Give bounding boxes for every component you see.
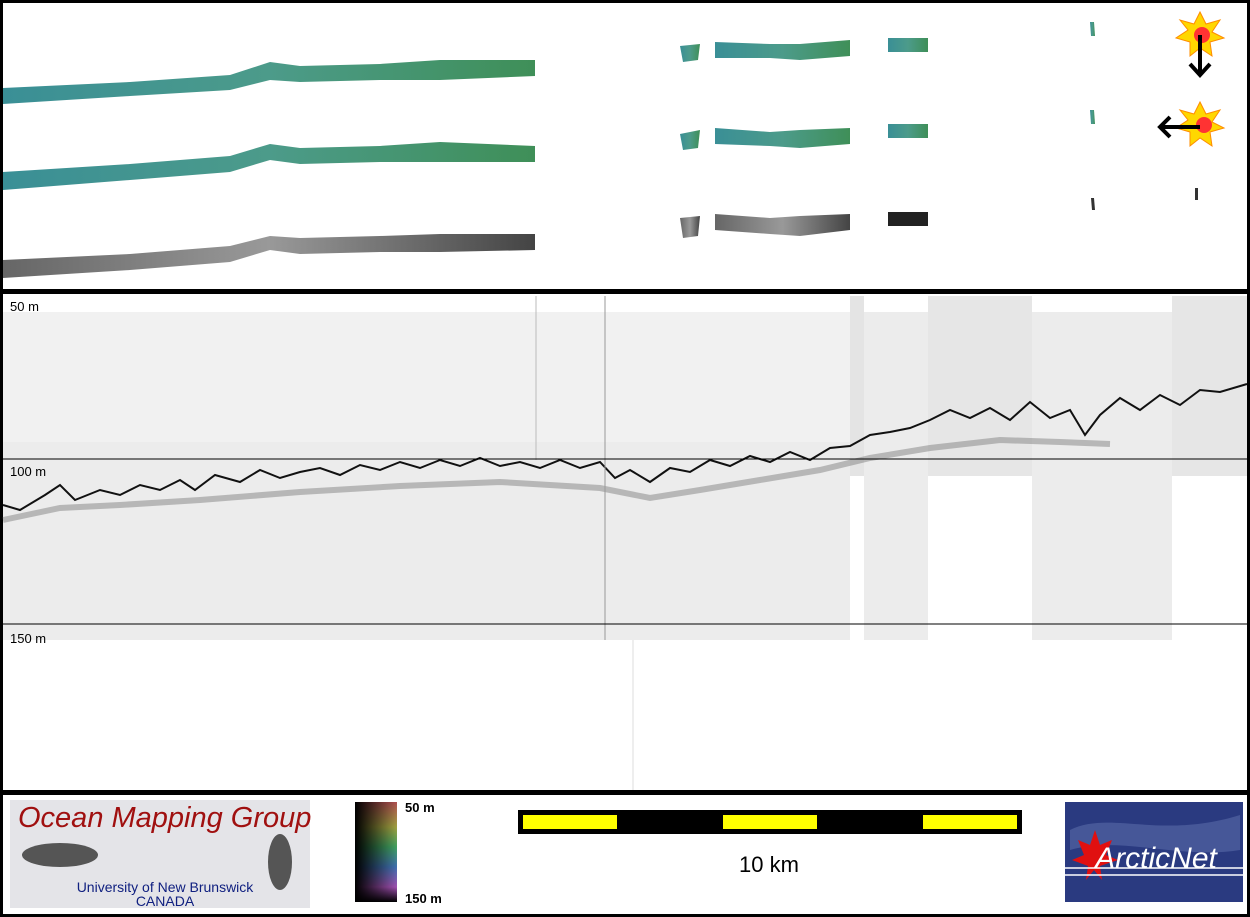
scale-bar-label: 10 km bbox=[739, 852, 799, 877]
arcticnet-logo: ArcticNet bbox=[1065, 802, 1243, 902]
logo-country: CANADA bbox=[136, 893, 195, 909]
color-scale: 50 m 150 m bbox=[355, 800, 442, 906]
color-scale-label: 50 m bbox=[405, 800, 435, 815]
sun-icon bbox=[1174, 10, 1226, 78]
arcticnet-text: ArcticNet bbox=[1093, 842, 1218, 875]
depth-label: 100 m bbox=[10, 464, 46, 479]
swath-row-gray bbox=[3, 188, 1198, 278]
swath-row bbox=[3, 22, 1095, 104]
sun-icon bbox=[1157, 100, 1226, 148]
ocean-mapping-logo: Ocean Mapping Group University of New Br… bbox=[10, 800, 311, 909]
color-scale-label: 150 m bbox=[405, 891, 442, 906]
depth-label: 150 m bbox=[10, 631, 46, 646]
profile-echogram bbox=[2, 296, 1248, 790]
scale-bar: 10 km bbox=[518, 810, 1022, 877]
logo-university: University of New Brunswick bbox=[77, 879, 255, 895]
depth-label: 50 m bbox=[10, 299, 39, 314]
swath-row bbox=[3, 110, 1095, 190]
logo-title: Ocean Mapping Group bbox=[18, 802, 311, 834]
swath-panel bbox=[3, 3, 1247, 289]
